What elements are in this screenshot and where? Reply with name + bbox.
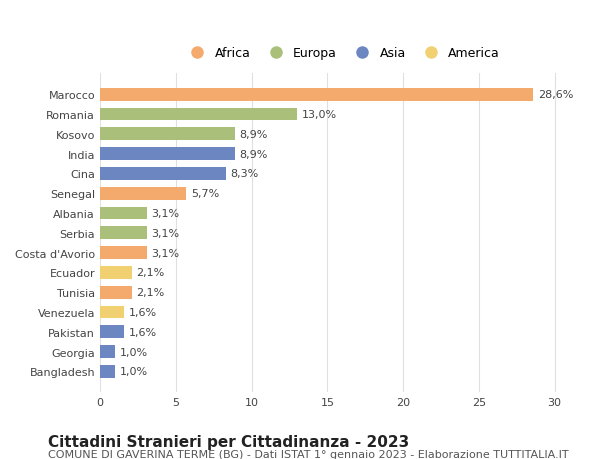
Text: COMUNE DI GAVERINA TERME (BG) - Dati ISTAT 1° gennaio 2023 - Elaborazione TUTTIT: COMUNE DI GAVERINA TERME (BG) - Dati IST… xyxy=(48,449,569,459)
Bar xyxy=(100,89,533,101)
Bar xyxy=(100,148,235,161)
Text: Cittadini Stranieri per Cittadinanza - 2023: Cittadini Stranieri per Cittadinanza - 2… xyxy=(48,434,409,449)
Text: 1,6%: 1,6% xyxy=(129,308,157,317)
Text: 3,1%: 3,1% xyxy=(152,208,179,218)
Text: 8,9%: 8,9% xyxy=(239,149,268,159)
Bar xyxy=(100,168,226,180)
Bar xyxy=(100,325,124,338)
Bar xyxy=(100,286,132,299)
Text: 28,6%: 28,6% xyxy=(538,90,574,100)
Text: 13,0%: 13,0% xyxy=(302,110,337,120)
Text: 1,0%: 1,0% xyxy=(119,367,148,376)
Bar xyxy=(100,207,147,220)
Text: 1,0%: 1,0% xyxy=(119,347,148,357)
Bar xyxy=(100,227,147,240)
Text: 5,7%: 5,7% xyxy=(191,189,219,199)
Bar xyxy=(100,346,115,358)
Text: 8,9%: 8,9% xyxy=(239,129,268,140)
Text: 2,1%: 2,1% xyxy=(136,288,164,297)
Text: 3,1%: 3,1% xyxy=(152,228,179,238)
Bar xyxy=(100,128,235,141)
Bar xyxy=(100,246,147,259)
Bar xyxy=(100,266,132,279)
Text: 8,3%: 8,3% xyxy=(230,169,259,179)
Bar xyxy=(100,187,187,200)
Text: 3,1%: 3,1% xyxy=(152,248,179,258)
Bar xyxy=(100,306,124,319)
Text: 2,1%: 2,1% xyxy=(136,268,164,278)
Legend: Africa, Europa, Asia, America: Africa, Europa, Asia, America xyxy=(180,42,505,65)
Text: 1,6%: 1,6% xyxy=(129,327,157,337)
Bar xyxy=(100,365,115,378)
Bar xyxy=(100,108,297,121)
